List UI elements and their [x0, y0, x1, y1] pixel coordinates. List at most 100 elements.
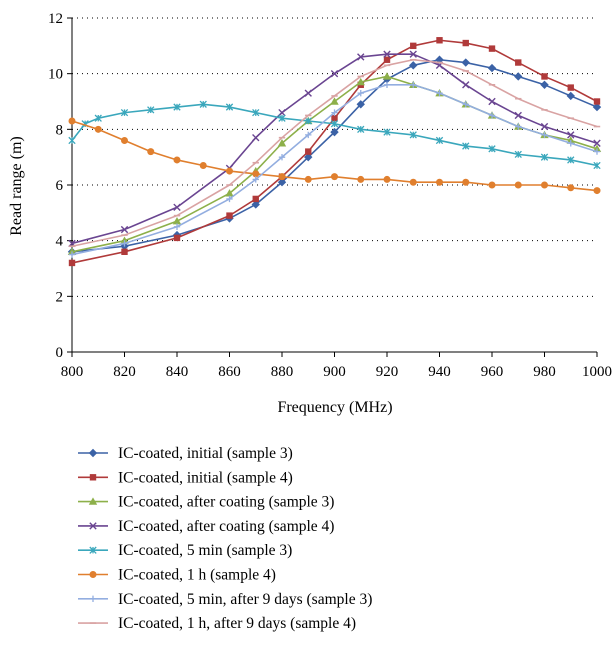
- data-point: [252, 170, 260, 178]
- y-tick-labels: 0 2 4 6 8 10 12: [48, 11, 64, 361]
- legend-marker: [89, 522, 97, 530]
- x-tick-label: 960: [481, 364, 504, 380]
- data-point: [488, 97, 496, 106]
- data-point: [462, 81, 470, 89]
- data-point: [383, 50, 391, 58]
- legend-entry: IC-coated, 1 h, after 9 days (sample 4): [78, 615, 356, 632]
- data-point: [462, 178, 470, 186]
- data-point: [278, 153, 286, 161]
- legend-label: IC-coated, 1 h (sample 4): [118, 567, 276, 584]
- data-point: [173, 103, 181, 111]
- data-point: [173, 156, 181, 164]
- data-point: [409, 50, 417, 58]
- data-point: [173, 223, 181, 230]
- series-4: [68, 50, 601, 248]
- data-point: [567, 131, 575, 139]
- data-point: [514, 111, 522, 120]
- data-point: [199, 100, 207, 108]
- data-point: [487, 63, 497, 73]
- x-axis-label: Frequency (MHz): [277, 399, 392, 416]
- data-point: [514, 72, 523, 81]
- data-point: [357, 175, 365, 183]
- data-point: [67, 247, 77, 255]
- legend-entry: IC-coated, initial (sample 3): [78, 445, 293, 462]
- data-point: [436, 37, 443, 44]
- legend-label: IC-coated, 5 min, after 9 days (sample 3…: [118, 591, 372, 608]
- legend: IC-coated, initial (sample 3) IC-coated, …: [78, 445, 372, 632]
- data-point: [409, 178, 417, 186]
- y-tick-label: 10: [48, 67, 63, 83]
- data-point: [121, 240, 128, 247]
- data-point: [330, 127, 339, 137]
- data-point: [147, 148, 155, 156]
- data-point: [382, 72, 392, 80]
- data-point: [593, 148, 601, 155]
- data-point: [567, 140, 574, 147]
- data-point: [488, 112, 496, 119]
- data-point: [593, 98, 601, 105]
- x-tick-label: 840: [166, 364, 189, 380]
- data-point: [172, 216, 182, 225]
- data-point: [68, 251, 76, 258]
- series-6: [68, 117, 601, 195]
- data-point: [305, 131, 312, 139]
- data-point: [278, 173, 286, 181]
- data-point: [515, 59, 522, 66]
- data-point: [541, 181, 548, 189]
- data-point: [593, 161, 601, 170]
- x-tick-label: 1000: [582, 364, 612, 380]
- data-point: [330, 69, 339, 78]
- legend-label: IC-coated, after coating (sample 3): [118, 494, 334, 511]
- data-point: [356, 100, 365, 109]
- data-point: [383, 128, 391, 136]
- data-point: [147, 106, 155, 114]
- data-point: [541, 73, 548, 80]
- data-point: [173, 234, 181, 242]
- y-tick-label: 4: [56, 234, 64, 250]
- data-point: [357, 53, 365, 61]
- data-point: [567, 184, 575, 192]
- data-point: [68, 136, 76, 145]
- data-point: [330, 97, 339, 105]
- data-point: [514, 181, 522, 189]
- data-point: [357, 89, 364, 97]
- data-point: [514, 150, 522, 159]
- data-point: [488, 145, 496, 153]
- data-point: [252, 133, 260, 142]
- data-point: [68, 259, 76, 267]
- legend-entry: IC-coated, 5 min (sample 3): [78, 542, 292, 559]
- data-point: [120, 108, 129, 117]
- x-tick-labels: 800 820 840 860 880 900 920 940 960 980 1000: [61, 364, 612, 380]
- data-point: [436, 178, 443, 186]
- legend-label: IC-coated, initial (sample 4): [118, 469, 293, 486]
- x-tick-label: 800: [61, 364, 84, 380]
- data-point: [304, 175, 312, 183]
- data-point: [409, 131, 417, 139]
- data-point: [488, 181, 496, 189]
- data-point: [252, 176, 259, 183]
- data-point: [94, 125, 102, 133]
- legend-marker: [89, 474, 97, 481]
- series-2: [68, 37, 601, 267]
- data-point: [331, 115, 338, 122]
- legend-label: IC-coated, 1 h, after 9 days (sample 4): [118, 615, 356, 632]
- data-point: [252, 108, 260, 117]
- data-point: [225, 189, 234, 197]
- data-point: [410, 81, 417, 88]
- data-point: [251, 200, 260, 209]
- y-tick-label: 0: [56, 345, 64, 361]
- legend-entry: IC-coated, after coating (sample 3): [78, 494, 334, 511]
- data-point: [330, 120, 339, 128]
- series-line: [71, 103, 598, 167]
- series-line: [71, 84, 598, 256]
- x-tick-label: 940: [428, 364, 451, 380]
- x-tick-label: 860: [218, 364, 241, 380]
- data-point: [435, 136, 444, 145]
- data-point: [277, 139, 287, 147]
- data-point: [331, 173, 338, 181]
- y-axis-label: Read range (m): [8, 136, 25, 236]
- data-point: [409, 61, 418, 70]
- data-point: [593, 139, 601, 147]
- data-point: [540, 122, 549, 131]
